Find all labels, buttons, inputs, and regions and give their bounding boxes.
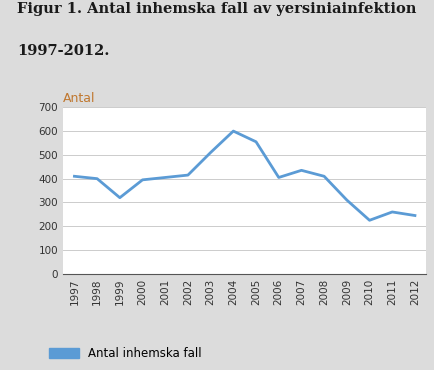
- Legend: Antal inhemska fall: Antal inhemska fall: [49, 347, 201, 360]
- Text: Antal: Antal: [63, 92, 95, 105]
- Text: Figur 1. Antal inhemska fall av yersiniainfektion: Figur 1. Antal inhemska fall av yersinia…: [17, 2, 416, 16]
- Text: 1997-2012.: 1997-2012.: [17, 44, 109, 58]
